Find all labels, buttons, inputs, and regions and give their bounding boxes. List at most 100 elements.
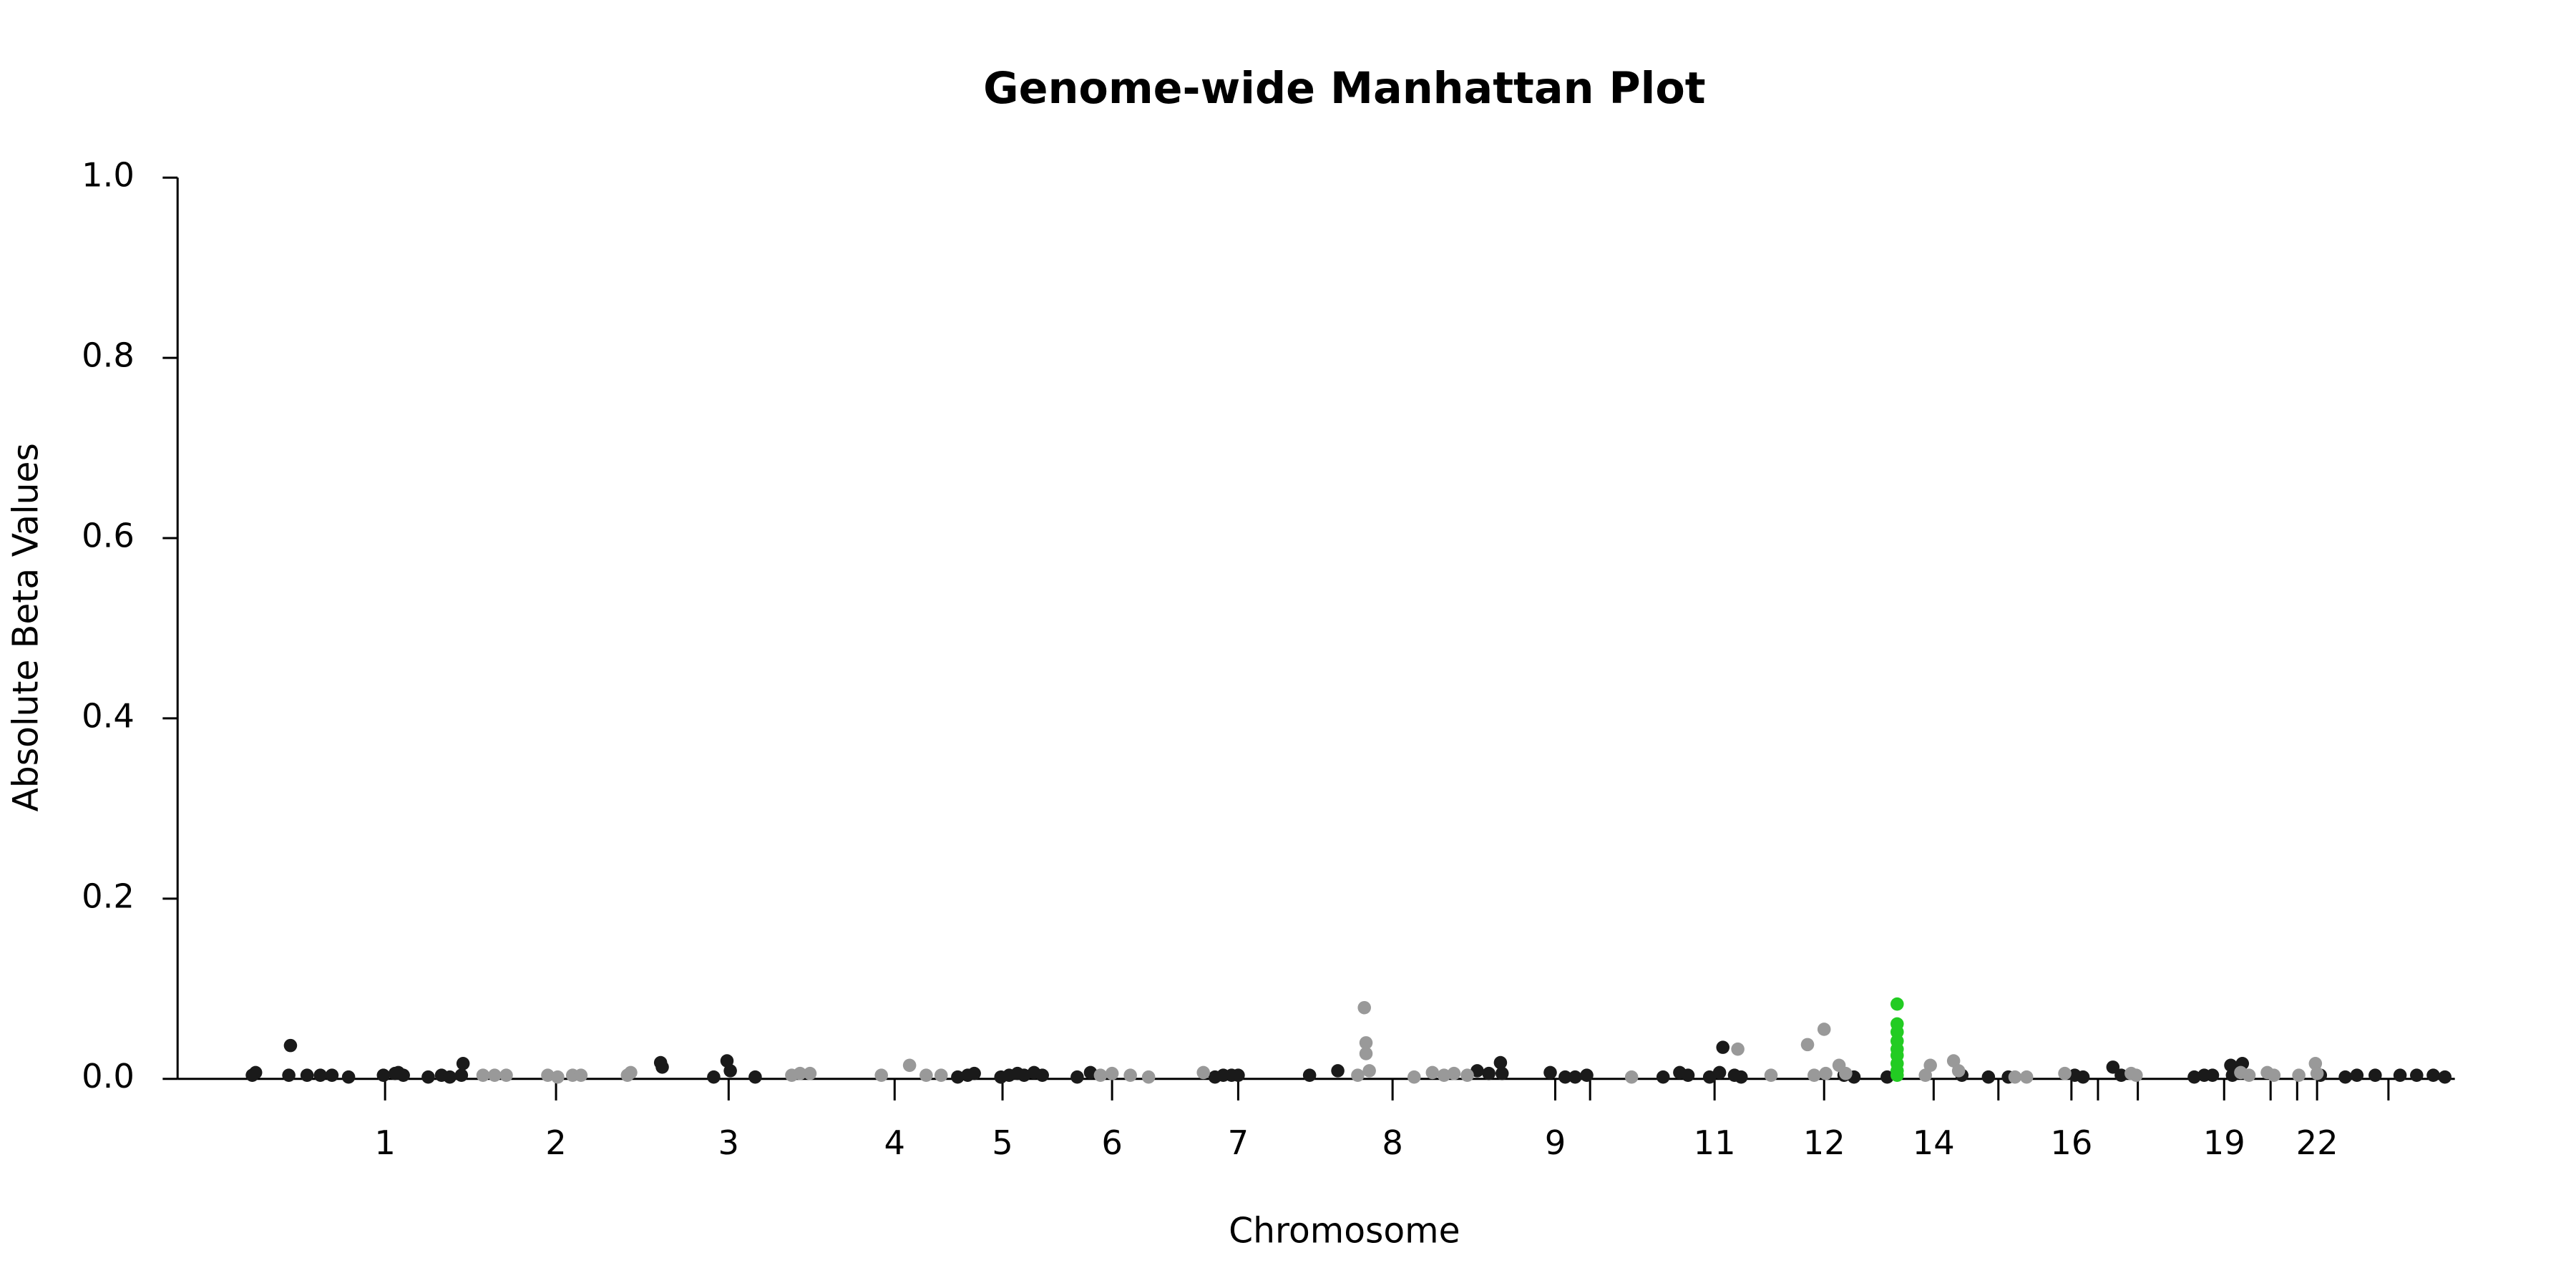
data-point: [1495, 1066, 1509, 1080]
data-point: [476, 1068, 490, 1082]
data-point: [1493, 1055, 1508, 1070]
x-tick-label: 9: [1545, 1123, 1566, 1162]
data-point: [341, 1070, 356, 1084]
data-point: [1712, 1065, 1727, 1080]
data-point: [874, 1068, 888, 1082]
data-point: [1923, 1058, 1937, 1073]
y-tick-label: 0.4: [82, 696, 135, 735]
data-point: [2292, 1068, 2306, 1082]
y-tick-label: 0.6: [82, 517, 135, 555]
data-point: [1624, 1070, 1639, 1084]
data-point: [1731, 1042, 1745, 1056]
data-point: [283, 1038, 298, 1053]
data-point: [919, 1068, 933, 1082]
data-point: [2393, 1068, 2407, 1082]
data-point: [2106, 1060, 2120, 1074]
data-point: [707, 1070, 721, 1084]
data-point: [1880, 1070, 1894, 1084]
data-point: [951, 1070, 965, 1084]
data-point: [2242, 1068, 2256, 1082]
data-point: [551, 1070, 565, 1084]
data-point: [456, 1057, 470, 1070]
data-point: [803, 1066, 817, 1080]
data-point: [1681, 1068, 1695, 1082]
data-point: [2368, 1068, 2382, 1082]
data-point: [1807, 1068, 1821, 1082]
x-tick-label: 14: [1913, 1123, 1955, 1162]
data-point: [967, 1066, 981, 1080]
data-point: [1035, 1068, 1049, 1082]
x-tick-label: 6: [1101, 1123, 1123, 1162]
data-point: [574, 1068, 588, 1082]
data-point: [1918, 1068, 1932, 1082]
data-point: [2058, 1066, 2072, 1080]
data-point: [1070, 1070, 1084, 1084]
chart-title: Genome-wide Manhattan Plot: [983, 64, 1706, 114]
x-tick-label: 4: [884, 1123, 906, 1162]
data-point: [1764, 1068, 1778, 1082]
data-point: [1656, 1070, 1670, 1084]
data-point: [1362, 1064, 1376, 1078]
data-point: [1093, 1068, 1108, 1082]
data-point: [2224, 1058, 2238, 1073]
data-point: [1890, 997, 1904, 1011]
data-point: [1819, 1066, 1833, 1080]
x-tick-label: 16: [2050, 1123, 2092, 1162]
data-point: [499, 1068, 513, 1082]
data-point: [1447, 1066, 1461, 1080]
data-point: [2187, 1070, 2201, 1084]
data-point: [2114, 1068, 2128, 1082]
data-point: [1196, 1065, 1210, 1080]
data-point: [2308, 1057, 2323, 1070]
data-point: [624, 1065, 638, 1080]
y-tick-label: 1.0: [82, 156, 135, 195]
data-point: [1083, 1065, 1098, 1080]
data-point: [2019, 1070, 2034, 1084]
data-point: [1231, 1068, 1245, 1082]
data-point: [902, 1058, 917, 1073]
data-point: [1331, 1064, 1345, 1078]
data-point: [793, 1066, 807, 1080]
data-point: [1105, 1066, 1119, 1080]
data-point: [1407, 1070, 1421, 1084]
y-tick-label: 0.2: [82, 877, 135, 915]
x-axis-label: Chromosome: [1229, 1211, 1460, 1251]
data-point: [2310, 1066, 2324, 1080]
data-point: [1123, 1068, 1137, 1082]
data-point: [748, 1070, 762, 1084]
data-point: [1425, 1065, 1440, 1080]
data-point: [2205, 1068, 2220, 1082]
x-tick-label: 2: [545, 1123, 567, 1162]
x-tick-label: 12: [1803, 1123, 1845, 1162]
data-point: [325, 1068, 339, 1082]
data-point: [443, 1070, 457, 1084]
data-point: [1839, 1066, 1853, 1080]
data-point: [1800, 1038, 1815, 1052]
data-point: [396, 1068, 410, 1082]
y-tick-label: 0.8: [82, 336, 135, 375]
data-point: [1981, 1070, 1996, 1084]
data-point: [2129, 1068, 2143, 1082]
data-point: [1890, 1068, 1904, 1082]
y-axis-label: Absolute Beta Values: [6, 443, 46, 811]
data-point: [1017, 1068, 1031, 1082]
data-point: [1470, 1064, 1484, 1078]
data-point: [313, 1068, 327, 1082]
data-point: [1359, 1036, 1373, 1050]
data-point: [1734, 1070, 1748, 1084]
y-tick-label: 0.0: [82, 1057, 135, 1096]
data-point: [1359, 1047, 1373, 1060]
data-point: [1817, 1023, 1831, 1036]
data-point: [541, 1068, 555, 1082]
data-point: [300, 1068, 314, 1082]
data-point: [1716, 1040, 1730, 1054]
x-tick-label: 8: [1382, 1123, 1403, 1162]
x-tick-label: 22: [2296, 1123, 2338, 1162]
data-point: [1558, 1070, 1572, 1084]
x-tick-label: 5: [992, 1123, 1013, 1162]
data-point: [1482, 1066, 1496, 1080]
data-point: [248, 1065, 263, 1080]
data-point: [723, 1064, 737, 1078]
data-point: [1580, 1068, 1594, 1082]
